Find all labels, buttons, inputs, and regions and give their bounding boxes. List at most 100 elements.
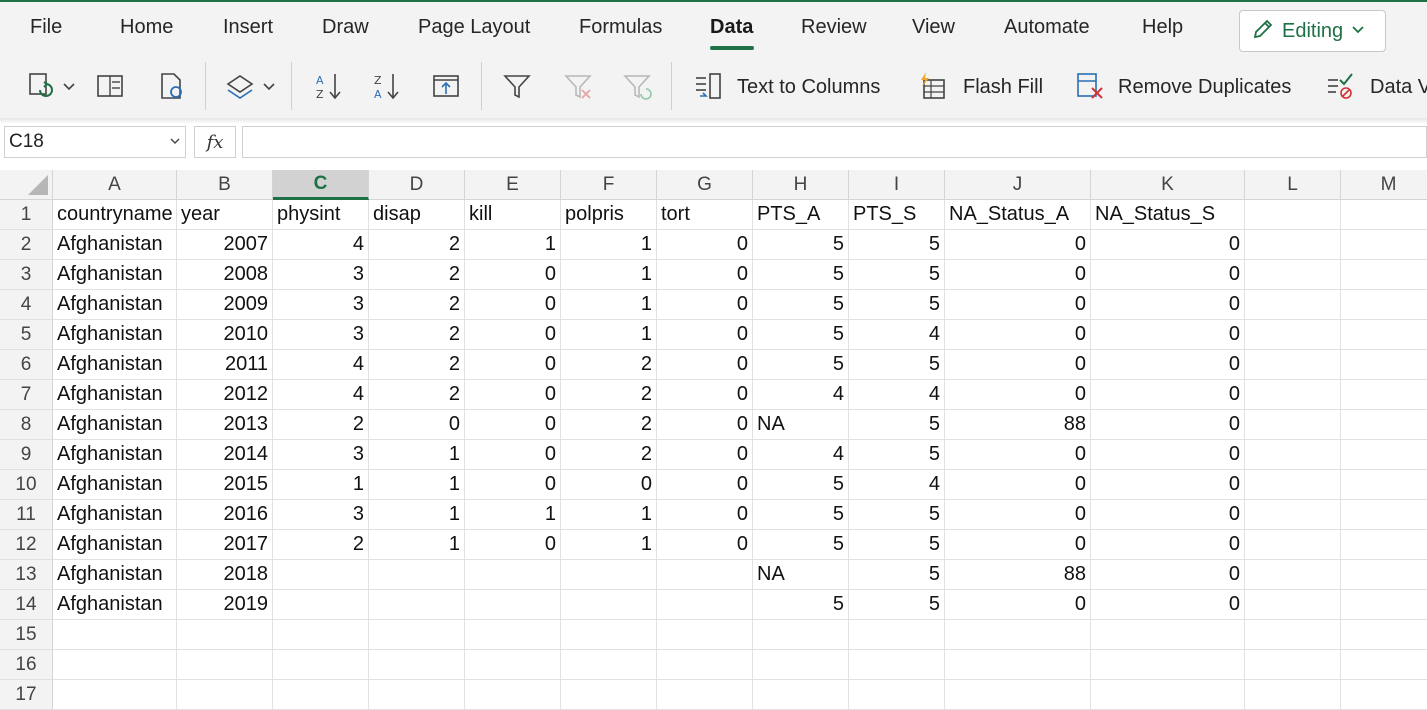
cell-B9[interactable]: 2014 (177, 440, 273, 470)
cell-K11[interactable]: 0 (1091, 500, 1245, 530)
cell-F3[interactable]: 1 (561, 260, 657, 290)
cell-D11[interactable]: 1 (369, 500, 465, 530)
cell-I12[interactable]: 5 (849, 530, 945, 560)
data-validation-icon[interactable] (1322, 68, 1358, 104)
cell-I14[interactable]: 5 (849, 590, 945, 620)
cell-K6[interactable]: 0 (1091, 350, 1245, 380)
cell-C12[interactable]: 2 (273, 530, 369, 560)
row-header-1[interactable]: 1 (0, 200, 53, 230)
cell-B12[interactable]: 2017 (177, 530, 273, 560)
cell-K10[interactable]: 0 (1091, 470, 1245, 500)
cell-B8[interactable]: 2013 (177, 410, 273, 440)
cell-C16[interactable] (273, 650, 369, 680)
cell-L6[interactable] (1245, 350, 1341, 380)
row-header-8[interactable]: 8 (0, 410, 53, 440)
column-header-j[interactable]: J (945, 170, 1091, 200)
cell-M6[interactable] (1341, 350, 1427, 380)
cell-M7[interactable] (1341, 380, 1427, 410)
column-header-f[interactable]: F (561, 170, 657, 200)
cell-I2[interactable]: 5 (849, 230, 945, 260)
column-header-d[interactable]: D (369, 170, 465, 200)
cell-B16[interactable] (177, 650, 273, 680)
cell-K16[interactable] (1091, 650, 1245, 680)
cell-E17[interactable] (465, 680, 561, 710)
cell-G12[interactable]: 0 (657, 530, 753, 560)
cell-H4[interactable]: 5 (753, 290, 849, 320)
tab-data[interactable]: Data (710, 16, 754, 38)
cell-J8[interactable]: 88 (945, 410, 1091, 440)
header-cell-a[interactable]: countryname (53, 200, 177, 230)
column-header-a[interactable]: A (53, 170, 177, 200)
header-cell-j[interactable]: NA_Status_A (945, 200, 1091, 230)
cell-L7[interactable] (1245, 380, 1341, 410)
cell-G9[interactable]: 0 (657, 440, 753, 470)
row-header-3[interactable]: 3 (0, 260, 53, 290)
cell-J7[interactable]: 0 (945, 380, 1091, 410)
cell-I3[interactable]: 5 (849, 260, 945, 290)
cell-D15[interactable] (369, 620, 465, 650)
filter-icon[interactable] (499, 68, 535, 104)
cell-F10[interactable]: 0 (561, 470, 657, 500)
row-header-2[interactable]: 2 (0, 230, 53, 260)
data-types-icon[interactable] (222, 68, 258, 104)
cell-F9[interactable]: 2 (561, 440, 657, 470)
cell-L3[interactable] (1245, 260, 1341, 290)
queries-connections-icon[interactable] (92, 68, 128, 104)
cell-D8[interactable]: 0 (369, 410, 465, 440)
cell-C7[interactable]: 4 (273, 380, 369, 410)
cell-K4[interactable]: 0 (1091, 290, 1245, 320)
cell-D16[interactable] (369, 650, 465, 680)
cell-D14[interactable] (369, 590, 465, 620)
row-header-10[interactable]: 10 (0, 470, 53, 500)
cell-G16[interactable] (657, 650, 753, 680)
cell-K2[interactable]: 0 (1091, 230, 1245, 260)
row-header-11[interactable]: 11 (0, 500, 53, 530)
cell-E11[interactable]: 1 (465, 500, 561, 530)
cell-K12[interactable]: 0 (1091, 530, 1245, 560)
cell-A9[interactable]: Afghanistan (53, 440, 177, 470)
tab-insert[interactable]: Insert (223, 16, 274, 38)
tab-view[interactable]: View (912, 16, 955, 38)
cell-A16[interactable] (53, 650, 177, 680)
cell-M3[interactable] (1341, 260, 1427, 290)
cell-K5[interactable]: 0 (1091, 320, 1245, 350)
header-cell-b[interactable]: year (177, 200, 273, 230)
cell-I10[interactable]: 4 (849, 470, 945, 500)
cell-B14[interactable]: 2019 (177, 590, 273, 620)
cell-K7[interactable]: 0 (1091, 380, 1245, 410)
cell-C2[interactable]: 4 (273, 230, 369, 260)
cell-G7[interactable]: 0 (657, 380, 753, 410)
cell-B5[interactable]: 2010 (177, 320, 273, 350)
cell-B4[interactable]: 2009 (177, 290, 273, 320)
cell-J5[interactable]: 0 (945, 320, 1091, 350)
sort-icon[interactable] (428, 68, 464, 104)
cell-M15[interactable] (1341, 620, 1427, 650)
cell-E15[interactable] (465, 620, 561, 650)
cell-D7[interactable]: 2 (369, 380, 465, 410)
row-header-7[interactable]: 7 (0, 380, 53, 410)
tab-automate[interactable]: Automate (1004, 16, 1090, 38)
cell-D4[interactable]: 2 (369, 290, 465, 320)
cell-L5[interactable] (1245, 320, 1341, 350)
row-header-15[interactable]: 15 (0, 620, 53, 650)
cell-M10[interactable] (1341, 470, 1427, 500)
cell-M9[interactable] (1341, 440, 1427, 470)
cell-C13[interactable] (273, 560, 369, 590)
remove-duplicates-button[interactable]: Remove Duplicates (1118, 76, 1292, 98)
cell-K14[interactable]: 0 (1091, 590, 1245, 620)
cell-M17[interactable] (1341, 680, 1427, 710)
row-header-5[interactable]: 5 (0, 320, 53, 350)
cell-E6[interactable]: 0 (465, 350, 561, 380)
cell-E7[interactable]: 0 (465, 380, 561, 410)
cell-M13[interactable] (1341, 560, 1427, 590)
cell-H8[interactable]: NA (753, 410, 849, 440)
cell-D9[interactable]: 1 (369, 440, 465, 470)
column-header-m[interactable]: M (1341, 170, 1427, 200)
cell-G5[interactable]: 0 (657, 320, 753, 350)
cell-H16[interactable] (753, 650, 849, 680)
chevron-down-icon[interactable] (58, 68, 80, 104)
cell-F14[interactable] (561, 590, 657, 620)
editing-mode-button[interactable]: Editing (1239, 10, 1386, 52)
text-to-columns-icon[interactable] (690, 68, 726, 104)
